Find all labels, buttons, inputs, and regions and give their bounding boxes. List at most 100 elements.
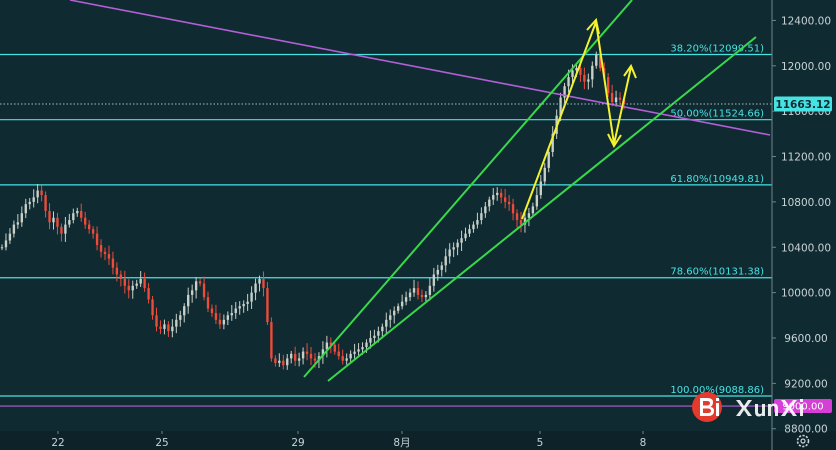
candle-body bbox=[218, 319, 222, 325]
candle-body bbox=[515, 213, 519, 221]
gear-outer bbox=[796, 434, 810, 448]
candle-body bbox=[290, 353, 293, 359]
candle-body bbox=[404, 297, 408, 302]
candle-body bbox=[606, 77, 610, 94]
logo-i-mark bbox=[716, 398, 719, 416]
candle-body bbox=[293, 353, 297, 361]
candle-body bbox=[198, 281, 202, 284]
candle-body bbox=[210, 308, 214, 314]
candle-body bbox=[610, 93, 614, 103]
candle-body bbox=[456, 242, 459, 248]
candle-body bbox=[12, 224, 16, 234]
x-tick-label: 22 bbox=[51, 437, 64, 449]
candle-body bbox=[107, 254, 111, 259]
candle-body bbox=[444, 256, 447, 266]
x-axis-band bbox=[0, 431, 836, 450]
candle-body bbox=[163, 324, 166, 329]
candle-body bbox=[492, 195, 495, 200]
candle-body bbox=[488, 199, 491, 207]
candle-body bbox=[151, 299, 154, 316]
candle-body bbox=[64, 224, 67, 234]
arrowhead-up-right bbox=[623, 63, 637, 79]
candle-body bbox=[567, 77, 570, 87]
candle-body bbox=[361, 347, 364, 350]
candle-body bbox=[72, 213, 75, 221]
candle-body bbox=[297, 358, 301, 361]
candle-body bbox=[183, 306, 186, 316]
candle-body bbox=[591, 65, 594, 80]
candle-body bbox=[171, 326, 174, 332]
x-axis: 22 25 29 8月 5 8 bbox=[51, 431, 646, 449]
current-price-label: 11663.12 bbox=[775, 99, 830, 111]
candle-body bbox=[309, 353, 313, 359]
candle-body bbox=[484, 206, 487, 214]
candle-body bbox=[40, 190, 43, 196]
candle-body bbox=[8, 233, 12, 241]
candle-body bbox=[393, 310, 396, 316]
candle-body bbox=[432, 274, 436, 286]
candle-body bbox=[52, 217, 55, 223]
candle-body bbox=[385, 319, 388, 327]
candle-body bbox=[321, 349, 325, 357]
candle-body bbox=[424, 294, 428, 298]
candle-body bbox=[258, 279, 261, 284]
descending-trendline bbox=[69, 0, 771, 136]
candle-body bbox=[226, 315, 230, 320]
candle-body bbox=[369, 337, 372, 343]
candle-body bbox=[575, 68, 578, 71]
candle-body bbox=[496, 192, 499, 196]
y-tick-label: 11200.00 bbox=[781, 152, 831, 164]
candle-body bbox=[305, 351, 309, 354]
candle-body bbox=[282, 360, 285, 366]
candle-body bbox=[599, 54, 602, 69]
x-tick-label: 25 bbox=[155, 437, 168, 449]
candle-body bbox=[206, 297, 210, 309]
candle-body bbox=[44, 195, 47, 211]
candle-body bbox=[468, 229, 471, 234]
candle-body bbox=[20, 213, 23, 223]
x-tick-label: 8月 bbox=[393, 437, 410, 449]
candle-body bbox=[167, 324, 170, 332]
candle-body bbox=[286, 358, 289, 366]
candle-body bbox=[80, 210, 83, 218]
candle-body bbox=[579, 68, 582, 75]
candle-body bbox=[428, 285, 432, 295]
candle-body bbox=[551, 133, 554, 152]
candle-body bbox=[24, 204, 27, 214]
y-axis: 12400.0012000.0011600.0011200.0010800.00… bbox=[772, 15, 831, 436]
x-tick-label: 29 bbox=[291, 437, 304, 449]
candle-body bbox=[476, 220, 479, 225]
fib-level-label: 78.60%(10131.38) bbox=[670, 267, 764, 278]
candle-body bbox=[278, 360, 281, 363]
candle-body bbox=[527, 213, 531, 218]
candle-body bbox=[595, 54, 598, 66]
current-price-badge: 11663.12 bbox=[774, 96, 832, 112]
candle-body bbox=[214, 313, 218, 320]
candle-body bbox=[436, 269, 439, 275]
fib-level-label: 61.80%(10949.81) bbox=[670, 174, 764, 185]
candle-body bbox=[60, 226, 63, 234]
candle-body bbox=[353, 351, 356, 354]
fib-level-label: 50.00%(11524.66) bbox=[670, 109, 764, 120]
candle-body bbox=[559, 97, 562, 116]
settings-gear-icon[interactable] bbox=[796, 434, 810, 448]
x-tick-label: 8 bbox=[640, 437, 647, 449]
candle-body bbox=[147, 288, 150, 300]
candle-body bbox=[531, 206, 535, 214]
candle-body bbox=[179, 315, 182, 320]
candle-body bbox=[36, 190, 39, 198]
y-tick-label: 10400.00 bbox=[781, 242, 831, 254]
candle-body bbox=[523, 217, 527, 225]
candle-body bbox=[155, 315, 158, 327]
candle-body bbox=[480, 213, 483, 221]
candle-body bbox=[341, 356, 344, 361]
candle-body bbox=[337, 351, 340, 357]
candle-body bbox=[111, 258, 115, 268]
candle-body bbox=[381, 326, 384, 332]
candle-body bbox=[503, 197, 507, 202]
candle-body bbox=[571, 70, 574, 78]
candle-body bbox=[16, 222, 20, 225]
candle-body bbox=[28, 201, 31, 205]
